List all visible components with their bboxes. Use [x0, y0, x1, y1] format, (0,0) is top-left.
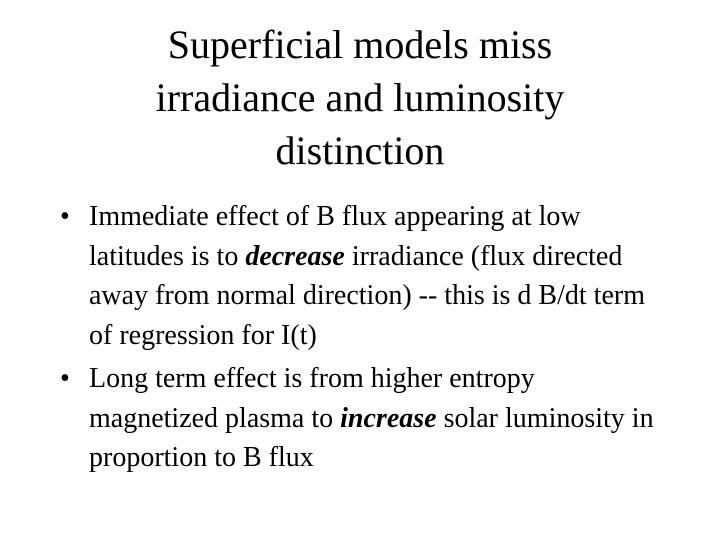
title-line: distinction	[275, 128, 445, 173]
title-line: irradiance and luminosity	[155, 75, 565, 120]
emphasis: increase	[340, 402, 437, 434]
title-line: Superficial models miss	[167, 22, 553, 67]
bullet-text: Immediate effect of B flux appearing at …	[89, 201, 581, 272]
bullet: Immediate effect of B flux appearing at …	[60, 197, 670, 355]
emphasis: decrease	[245, 240, 345, 272]
bullet-text: solar luminosity in proportion to B flux	[89, 402, 654, 474]
bullet-list: Immediate effect of B flux appearing at …	[60, 197, 670, 482]
bullet-text: Long term effect is from higher entropy …	[89, 363, 535, 434]
slide-title: Superficial models miss irradiance and l…	[0, 18, 720, 177]
bullet: Long term effect is from higher entropy …	[60, 359, 670, 478]
bullet-text: irradiance (flux directed away from norm…	[89, 240, 645, 351]
